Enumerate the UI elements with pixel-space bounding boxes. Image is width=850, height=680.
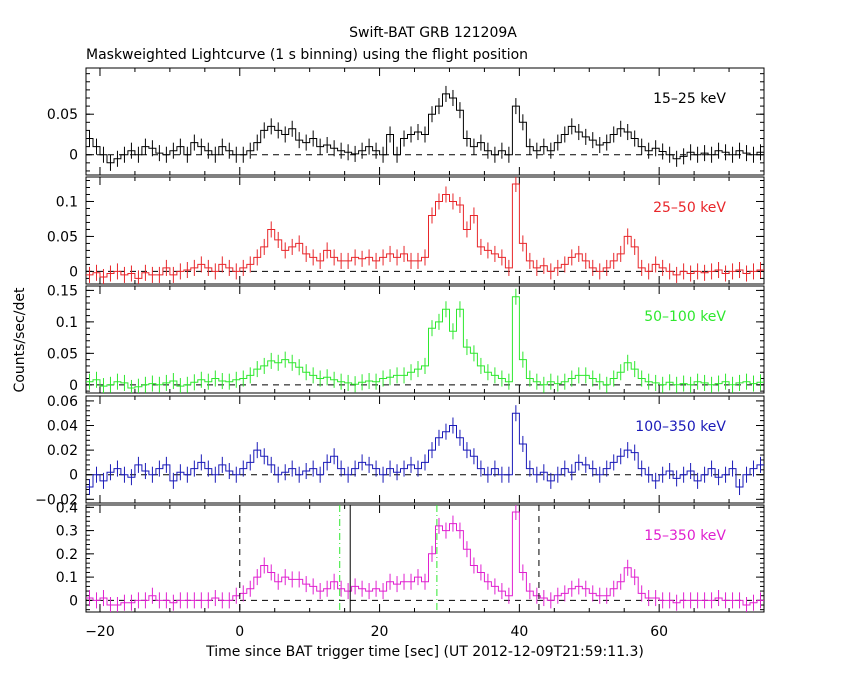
y-tick-label: 0.1 (56, 315, 78, 331)
chart-subtitle: Maskweighted Lightcurve (1 s binning) us… (86, 47, 528, 63)
panel-frame (85, 176, 765, 285)
panel-2: 0 0.05 0.1 25–50 keV (47, 176, 765, 285)
histogram-line (86, 511, 764, 606)
x-tick-label: −20 (85, 624, 115, 640)
panel-1: 0 0.05 15–25 keV (47, 67, 765, 176)
y-tick-label: 0.15 (47, 283, 78, 299)
y-tick-label: 0.1 (56, 194, 78, 210)
x-tick-label: 40 (510, 624, 528, 640)
series-1 (86, 85, 764, 171)
x-tick-label: 0 (235, 624, 244, 640)
panel-4: −0.02 0 0.02 0.04 0.06 100–350 keV (35, 394, 765, 508)
y-tick-label: 0.4 (56, 500, 78, 516)
histogram-line (86, 183, 764, 279)
histogram-line (86, 412, 764, 488)
y-tick-label: 0 (69, 148, 78, 164)
x-tick-label: 60 (650, 624, 668, 640)
panel-frame (85, 67, 765, 176)
y-tick-label: 0.2 (56, 547, 78, 563)
band-label: 100–350 keV (635, 419, 726, 435)
panel-3: 0 0.05 0.1 0.15 50–100 keV (47, 283, 765, 394)
y-tick-label: −0.02 (35, 492, 78, 508)
y-tick-label: 0.1 (56, 570, 78, 586)
y-tick-label: 0.02 (47, 443, 78, 459)
y-axis-label: Counts/sec/det (12, 287, 28, 392)
y-tick-label: 0.06 (47, 394, 78, 410)
x-tick-labels: −20 0 20 40 60 (85, 624, 668, 640)
band-label: 15–25 keV (653, 91, 726, 107)
y-tick-label: 0 (69, 593, 78, 609)
y-tick-label: 0 (69, 468, 78, 484)
y-tick-label: 0 (69, 378, 78, 394)
y-tick-label: 0.04 (47, 419, 78, 435)
histogram-line (86, 93, 764, 164)
panel-frame (85, 395, 765, 504)
chart-title: Swift-BAT GRB 121209A (349, 25, 517, 41)
band-label: 50–100 keV (644, 309, 726, 325)
y-tick-label: 0.05 (47, 229, 78, 245)
x-tick-label: 20 (371, 624, 389, 640)
band-label: 25–50 keV (653, 200, 726, 216)
y-tick-label: 0.05 (47, 107, 78, 123)
panel-5: 0 0.1 0.2 0.3 0.4 15–350 keV (56, 500, 765, 613)
y-tick-label: 0.05 (47, 346, 78, 362)
series-3 (86, 288, 764, 393)
series-4 (86, 405, 764, 496)
series-2 (86, 177, 764, 284)
series-5 (86, 505, 764, 612)
x-axis-label: Time since BAT trigger time [sec] (UT 20… (205, 644, 644, 660)
band-label: 15–350 keV (644, 528, 726, 544)
y-tick-label: 0 (69, 264, 78, 280)
panel-frame (85, 285, 765, 394)
y-tick-label: 0.3 (56, 524, 78, 540)
